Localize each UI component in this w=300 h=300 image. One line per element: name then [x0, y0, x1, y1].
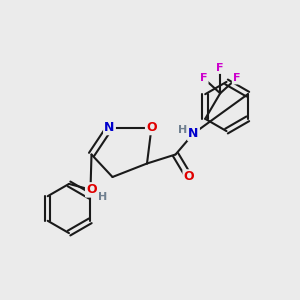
Text: O: O — [146, 121, 157, 134]
Text: O: O — [184, 170, 194, 184]
Text: H: H — [98, 191, 107, 202]
Text: F: F — [200, 73, 207, 83]
Text: F: F — [216, 63, 224, 73]
Text: F: F — [233, 73, 240, 83]
Text: N: N — [104, 121, 115, 134]
Text: O: O — [86, 183, 97, 196]
Text: H: H — [178, 125, 188, 135]
Text: N: N — [188, 127, 199, 140]
